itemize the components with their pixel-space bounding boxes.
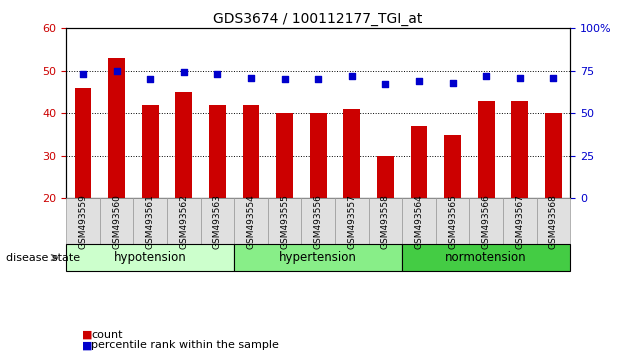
Text: GSM493558: GSM493558: [381, 194, 390, 249]
Bar: [276, 113, 293, 198]
Text: percentile rank within the sample: percentile rank within the sample: [91, 340, 279, 350]
Point: [246, 75, 256, 80]
Text: GSM493565: GSM493565: [448, 194, 457, 249]
Bar: [310, 113, 326, 198]
Text: disease state: disease state: [6, 252, 81, 263]
Bar: [142, 105, 159, 198]
Bar: [377, 156, 394, 198]
Text: GSM493566: GSM493566: [482, 194, 491, 249]
Bar: [175, 92, 192, 198]
Bar: [343, 109, 360, 198]
Point: [112, 68, 122, 74]
Text: GSM493554: GSM493554: [246, 194, 255, 249]
Point: [145, 76, 155, 82]
Bar: [478, 101, 495, 198]
Text: count: count: [91, 330, 123, 339]
Point: [78, 72, 88, 77]
Text: GSM493557: GSM493557: [347, 194, 356, 249]
Text: GSM493561: GSM493561: [146, 194, 154, 249]
Bar: [512, 101, 528, 198]
Text: normotension: normotension: [445, 251, 527, 264]
Bar: [243, 105, 260, 198]
Bar: [545, 113, 562, 198]
Text: ■: ■: [82, 330, 93, 339]
Text: GSM493562: GSM493562: [180, 194, 188, 249]
Text: GSM493564: GSM493564: [415, 194, 423, 249]
Point: [381, 81, 391, 87]
Point: [212, 72, 222, 77]
Bar: [444, 135, 461, 198]
Text: GSM493568: GSM493568: [549, 194, 558, 249]
Point: [447, 80, 457, 86]
Point: [414, 78, 424, 84]
Point: [515, 75, 525, 80]
Text: GSM493556: GSM493556: [314, 194, 323, 249]
Point: [481, 73, 491, 79]
Bar: [209, 105, 226, 198]
Text: GSM493567: GSM493567: [515, 194, 524, 249]
Point: [548, 75, 558, 80]
Text: GSM493555: GSM493555: [280, 194, 289, 249]
Text: GSM493560: GSM493560: [112, 194, 121, 249]
Point: [280, 76, 290, 82]
Bar: [74, 88, 91, 198]
Text: hypertension: hypertension: [279, 251, 357, 264]
Text: GSM493563: GSM493563: [213, 194, 222, 249]
Point: [313, 76, 323, 82]
Text: hypotension: hypotension: [114, 251, 186, 264]
Text: GSM493559: GSM493559: [79, 194, 88, 249]
Bar: [108, 58, 125, 198]
Bar: [411, 126, 427, 198]
Text: ■: ■: [82, 340, 93, 350]
Title: GDS3674 / 100112177_TGI_at: GDS3674 / 100112177_TGI_at: [214, 12, 423, 26]
Point: [346, 73, 357, 79]
Point: [179, 70, 189, 75]
